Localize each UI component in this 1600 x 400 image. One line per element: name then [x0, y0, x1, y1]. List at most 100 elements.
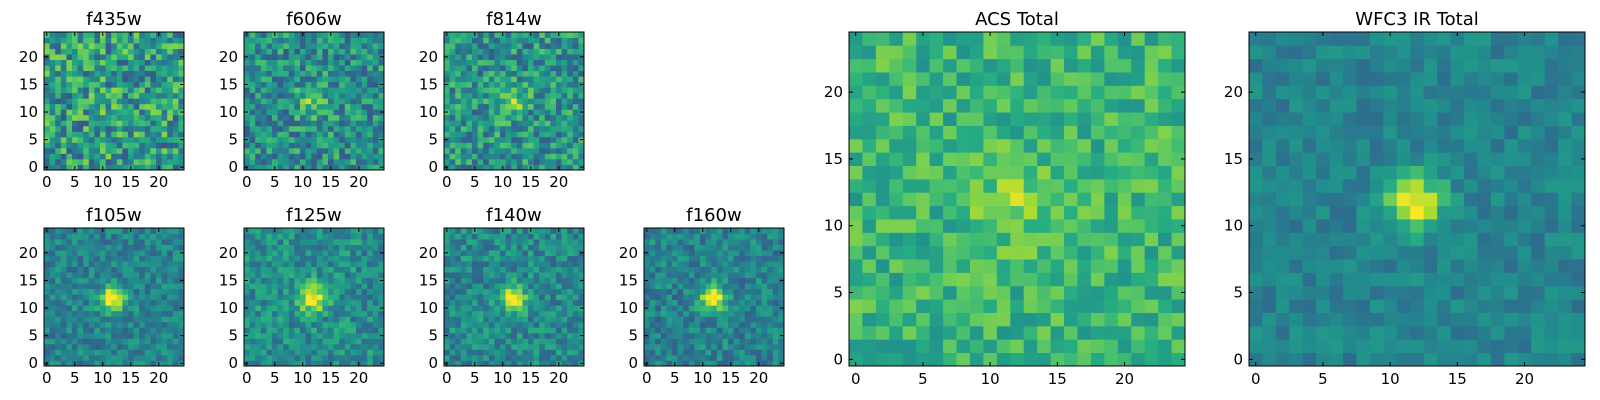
heatmap-cell	[488, 310, 495, 317]
heatmap-cell	[100, 239, 106, 245]
heatmap-cell	[305, 305, 312, 312]
heatmap-cell	[283, 283, 290, 290]
heatmap-cell	[272, 272, 278, 279]
heatmap-cell	[305, 239, 312, 245]
heatmap-cell	[761, 228, 768, 234]
heatmap-cell	[111, 125, 118, 132]
heatmap-cell	[339, 349, 346, 356]
heatmap-cell	[333, 109, 340, 116]
heatmap-cell	[700, 305, 706, 312]
heatmap-cell	[333, 120, 340, 127]
heatmap-cell	[500, 299, 506, 306]
heatmap-cell	[550, 37, 557, 44]
heatmap-cell	[288, 43, 295, 49]
heatmap-cell	[875, 232, 890, 247]
heatmap-cell	[294, 316, 301, 323]
heatmap-cell	[60, 136, 67, 143]
heatmap-cell	[578, 87, 585, 94]
heatmap-cell	[644, 255, 650, 262]
heatmap-cell	[283, 244, 290, 251]
heatmap-cell	[44, 349, 50, 356]
heatmap-cell	[300, 343, 306, 350]
heatmap-cell	[572, 244, 579, 251]
heatmap-cell	[167, 244, 174, 251]
heatmap-cell	[477, 261, 484, 268]
heatmap-cell	[128, 321, 134, 328]
heatmap-cell	[316, 294, 323, 301]
heatmap-cell	[528, 283, 534, 290]
heatmap-cell	[300, 147, 306, 154]
heatmap-cell	[772, 283, 779, 290]
heatmap-cell	[156, 43, 162, 49]
heatmap-cell	[572, 32, 579, 38]
heatmap-cell	[561, 92, 568, 99]
heatmap-cell	[60, 125, 67, 132]
heatmap-cell	[561, 349, 568, 356]
heatmap-cell	[100, 299, 106, 306]
heatmap-cell	[683, 244, 690, 251]
heatmap-cell	[178, 87, 185, 94]
heatmap-cell	[156, 120, 162, 127]
heatmap-cell	[567, 142, 574, 149]
heatmap-cell	[49, 164, 56, 171]
heatmap-cell	[728, 349, 734, 356]
heatmap-cell	[711, 327, 718, 334]
heatmap-cell	[539, 244, 546, 251]
heatmap-cell	[344, 255, 351, 262]
heatmap-cell	[1037, 178, 1051, 193]
heatmap-cell	[483, 349, 490, 356]
heatmap-cell	[505, 147, 512, 154]
heatmap-cell	[533, 164, 540, 171]
heatmap-cell	[550, 98, 557, 105]
heatmap-cell	[178, 299, 185, 306]
heatmap-cell	[266, 114, 273, 121]
heatmap-cell	[561, 288, 568, 295]
heatmap-cell	[328, 142, 334, 149]
heatmap-cell	[150, 288, 157, 295]
heatmap-cell	[77, 92, 84, 99]
heatmap-cell	[694, 233, 701, 240]
heatmap-cell	[133, 228, 140, 234]
heatmap-cell	[72, 272, 78, 279]
heatmap-cell	[516, 158, 523, 165]
heatmap-cell	[511, 310, 518, 317]
heatmap-cell	[1064, 312, 1078, 327]
heatmap-cell	[694, 332, 701, 339]
heatmap-cell	[283, 153, 290, 160]
heatmap-cell	[372, 147, 379, 154]
heatmap-cell	[356, 92, 362, 99]
heatmap-cell	[477, 294, 484, 301]
heatmap-cell	[305, 153, 312, 160]
heatmap-cell	[49, 37, 56, 44]
heatmap-cell	[66, 310, 73, 317]
heatmap-cell	[255, 233, 262, 240]
heatmap-cell	[511, 305, 518, 312]
heatmap-cell	[528, 120, 534, 127]
heatmap-cell	[750, 327, 757, 334]
heatmap-cell	[683, 283, 690, 290]
heatmap-cell	[133, 266, 140, 273]
heatmap-cell	[778, 310, 785, 317]
heatmap-cell	[929, 339, 944, 354]
heatmap-cell	[572, 283, 579, 290]
heatmap-cell	[350, 98, 357, 105]
heatmap-cell	[694, 261, 701, 268]
heatmap-cell	[694, 294, 701, 301]
heatmap-cell	[111, 153, 118, 160]
heatmap-cell	[133, 164, 140, 171]
heatmap-cell	[105, 81, 112, 88]
heatmap-cell	[849, 192, 863, 207]
heatmap-cell	[1131, 259, 1146, 273]
heatmap-cell	[956, 285, 971, 300]
heatmap-cell	[150, 37, 157, 44]
heatmap-cell	[756, 316, 762, 323]
heatmap-cell	[728, 354, 734, 361]
heatmap-cell	[1117, 205, 1132, 220]
heatmap-cell	[722, 349, 729, 356]
heatmap-cell	[544, 87, 551, 94]
heatmap-cell	[356, 299, 362, 306]
heatmap-cell	[167, 316, 174, 323]
heatmap-cell	[283, 32, 290, 38]
heatmap-cell	[500, 48, 506, 55]
heatmap-cell	[778, 299, 785, 306]
